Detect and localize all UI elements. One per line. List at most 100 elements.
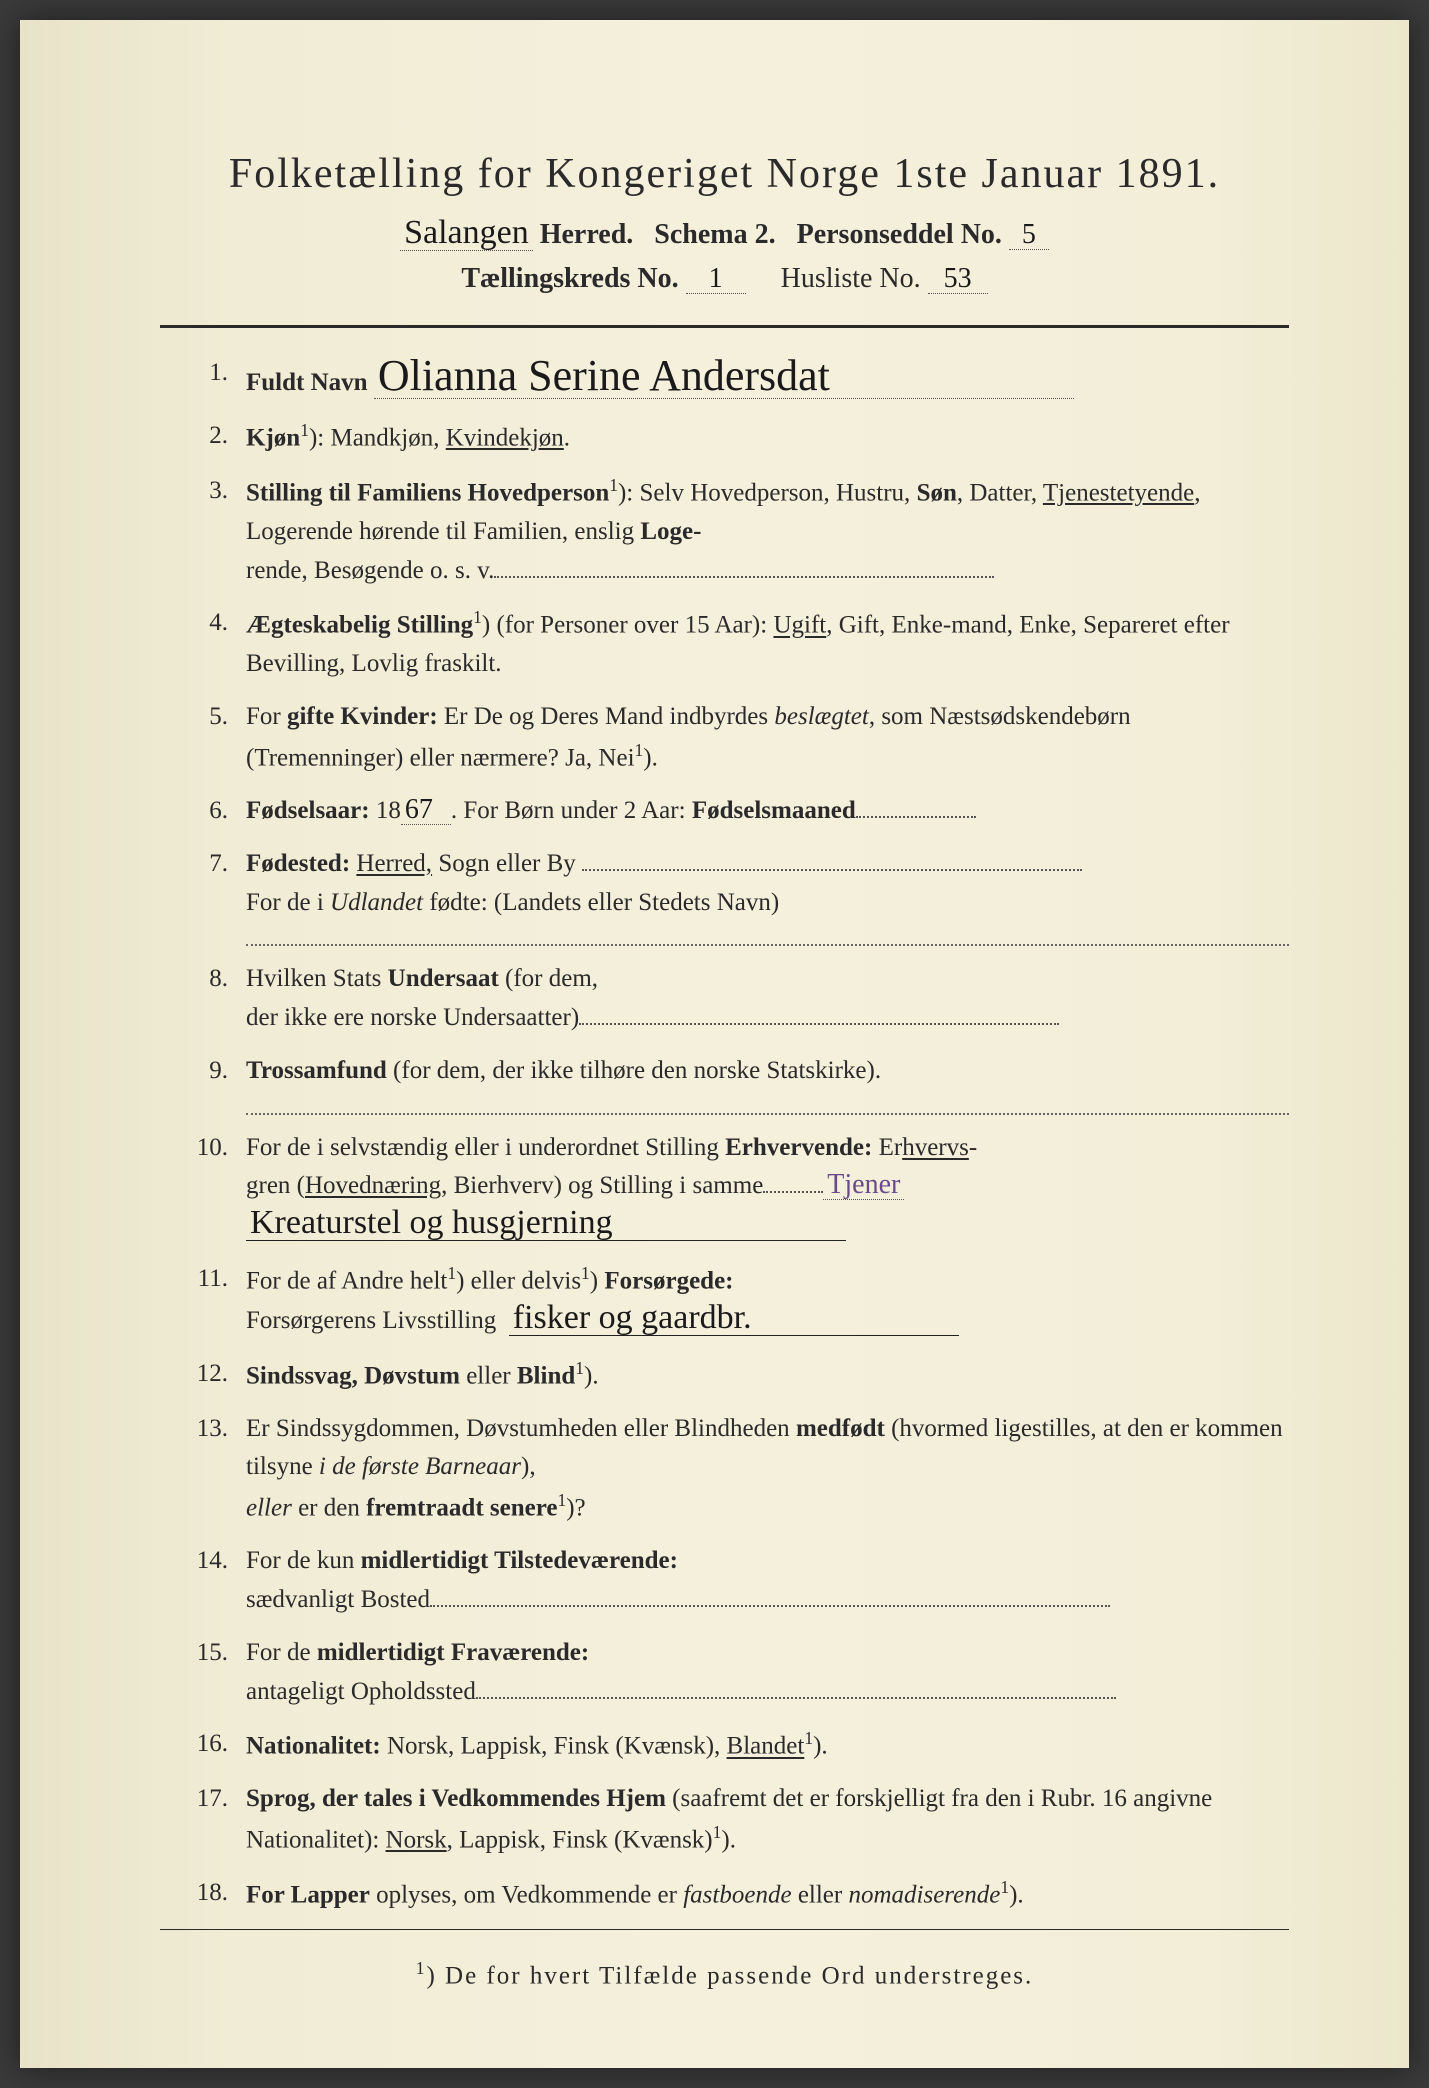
footnote-text: ) De for hvert Tilfælde passende Ord und… bbox=[426, 1963, 1033, 1990]
item-num: 11. bbox=[190, 1260, 246, 1341]
page-title: Folketælling for Kongeriget Norge 1ste J… bbox=[160, 150, 1289, 198]
rest-d: er den bbox=[292, 1495, 366, 1522]
bold: Nationalitet: bbox=[246, 1733, 381, 1760]
dotfill bbox=[579, 1023, 1059, 1025]
census-page: Folketælling for Kongeriget Norge 1ste J… bbox=[20, 20, 1409, 2068]
rest-a: eller bbox=[460, 1362, 517, 1389]
end: ). bbox=[813, 1733, 828, 1760]
item-num: 9. bbox=[190, 1052, 246, 1115]
item-num: 14. bbox=[190, 1542, 246, 1620]
item-3: 3. Stilling til Familiens Hovedperson1):… bbox=[190, 472, 1289, 591]
end: . bbox=[564, 424, 570, 451]
bold: midlertidigt Fraværende: bbox=[317, 1639, 589, 1666]
bold-a: gifte Kvinder: bbox=[287, 703, 438, 730]
rest-c: ), bbox=[521, 1453, 536, 1480]
kreds-value: 1 bbox=[686, 265, 746, 294]
item-num: 2. bbox=[190, 417, 246, 458]
name-value: Olianna Serine Andersdat bbox=[374, 354, 1074, 399]
item-content: Stilling til Familiens Hovedperson1): Se… bbox=[246, 472, 1289, 591]
label: Fuldt Navn bbox=[246, 369, 368, 396]
header-line-2: Salangen Herred. Schema 2. Personseddel … bbox=[160, 216, 1289, 251]
label: Fødested: bbox=[246, 850, 350, 877]
item-content: For de af Andre helt1) eller delvis1) Fo… bbox=[246, 1260, 1289, 1341]
underlined: Ugift bbox=[773, 612, 826, 639]
footnote-divider bbox=[160, 1929, 1289, 1930]
line2-italic: Udlandet bbox=[330, 889, 423, 916]
line2: Forsørgerens Livsstilling bbox=[246, 1307, 496, 1334]
item-10: 10. For de i selvstændig eller i underor… bbox=[190, 1129, 1289, 1246]
item-content: Nationalitet: Norsk, Lappisk, Finsk (Kvæ… bbox=[246, 1725, 1289, 1766]
bold: Sprog, der tales i Vedkommendes Hjem bbox=[246, 1785, 666, 1812]
rest-b: Er bbox=[872, 1134, 902, 1161]
sup: 1 bbox=[300, 420, 309, 440]
line2-a: gren ( bbox=[246, 1172, 305, 1199]
item-num: 16. bbox=[190, 1725, 246, 1766]
item-content: For de kun midlertidigt Tilstedeværende:… bbox=[246, 1542, 1289, 1620]
husliste-label: Husliste No. bbox=[781, 263, 921, 294]
item-num: 17. bbox=[190, 1780, 246, 1860]
underlined: Blandet bbox=[727, 1733, 805, 1760]
underlined-hw1: hvervs bbox=[902, 1134, 969, 1161]
underlined: Kvindekjøn bbox=[446, 424, 564, 451]
sup-b: 1 bbox=[581, 1263, 590, 1283]
item-5: 5. For gifte Kvinder: Er De og Deres Man… bbox=[190, 698, 1289, 778]
rest-d: ). bbox=[643, 744, 658, 771]
rest-c: ) bbox=[590, 1267, 605, 1294]
item-num: 6. bbox=[190, 792, 246, 831]
rest-a: Hvilken Stats bbox=[246, 965, 388, 992]
rest-c: ). bbox=[721, 1826, 736, 1853]
header-line-3: Tællingskreds No. 1 Husliste No. 53 bbox=[160, 263, 1289, 295]
rest-a: Er Sindssygdommen, Døvstumheden eller Bl… bbox=[246, 1415, 796, 1442]
item-content: Fødselsaar: 1867. For Børn under 2 Aar: … bbox=[246, 792, 1289, 831]
rest: (for dem, der ikke tilhøre den norske St… bbox=[387, 1057, 881, 1084]
bold-b: Loge- bbox=[640, 518, 701, 545]
prefix: 18 bbox=[370, 797, 401, 824]
item-18: 18. For Lapper oplyses, om Vedkommende e… bbox=[190, 1874, 1289, 1915]
rest-b: Er De og Deres Mand indbyrdes bbox=[438, 703, 775, 730]
rest-b: ) eller delvis bbox=[456, 1267, 581, 1294]
dotted-line bbox=[246, 924, 1289, 946]
item-17: 17. Sprog, der tales i Vedkommendes Hjem… bbox=[190, 1780, 1289, 1860]
item-num: 13. bbox=[190, 1410, 246, 1529]
bold-a: medfødt bbox=[796, 1415, 885, 1442]
dotfill bbox=[430, 1605, 1110, 1607]
bold-b: Blind bbox=[517, 1362, 575, 1389]
underlined: Norsk bbox=[386, 1826, 447, 1853]
label: Fødselsaar: bbox=[246, 797, 370, 824]
item-content: Er Sindssygdommen, Døvstumheden eller Bl… bbox=[246, 1410, 1289, 1529]
rest-a: ) (for Personer over 15 Aar): bbox=[482, 612, 774, 639]
item-content: Kjøn1): Mandkjøn, Kvindekjøn. bbox=[246, 417, 1289, 458]
rest-b: (for dem, bbox=[499, 965, 598, 992]
rest-d: rende, Besøgende o. s. v. bbox=[246, 557, 494, 584]
bold: Forsørgede: bbox=[604, 1267, 733, 1294]
item-content: For de midlertidigt Fraværende: antageli… bbox=[246, 1634, 1289, 1712]
italic-a: fastboende bbox=[683, 1882, 791, 1909]
item-16: 16. Nationalitet: Norsk, Lappisk, Finsk … bbox=[190, 1725, 1289, 1766]
item-num: 1. bbox=[190, 354, 246, 403]
dotfill bbox=[856, 816, 976, 818]
line2: der ikke ere norske Undersaatter) bbox=[246, 1004, 579, 1031]
label: Kjøn bbox=[246, 424, 300, 451]
item-15: 15. For de midlertidigt Fraværende: anta… bbox=[190, 1634, 1289, 1712]
header-divider bbox=[160, 325, 1289, 328]
item-num: 3. bbox=[190, 472, 246, 591]
item-content: For Lapper oplyses, om Vedkommende er fa… bbox=[246, 1874, 1289, 1915]
item-content: For de i selvstændig eller i underordnet… bbox=[246, 1129, 1289, 1246]
dotted-line bbox=[246, 1093, 1289, 1115]
bold-a: Søn bbox=[917, 479, 957, 506]
item-8: 8. Hvilken Stats Undersaat (for dem, der… bbox=[190, 960, 1289, 1038]
rest-c: ). bbox=[1009, 1882, 1024, 1909]
line2-b: , Bierhverv) og Stilling i samme bbox=[441, 1172, 763, 1199]
items-list: 1. Fuldt Navn Olianna Serine Andersdat 2… bbox=[160, 354, 1289, 1915]
label: Stilling til Familiens Hovedperson bbox=[246, 479, 609, 506]
dotfill bbox=[763, 1191, 823, 1193]
item-content: Ægteskabelig Stilling1) (for Personer ov… bbox=[246, 604, 1289, 684]
sup: 1 bbox=[609, 475, 618, 495]
rest-a: oplyses, om Vedkommende er bbox=[370, 1882, 683, 1909]
rest: . For Børn under 2 Aar: bbox=[451, 797, 692, 824]
label-b: Fødselsmaaned bbox=[692, 797, 856, 824]
sup: 1 bbox=[804, 1728, 813, 1748]
item-11: 11. For de af Andre helt1) eller delvis1… bbox=[190, 1260, 1289, 1341]
rest-b: ). bbox=[584, 1362, 599, 1389]
rest-a: For de af Andre helt bbox=[246, 1267, 447, 1294]
